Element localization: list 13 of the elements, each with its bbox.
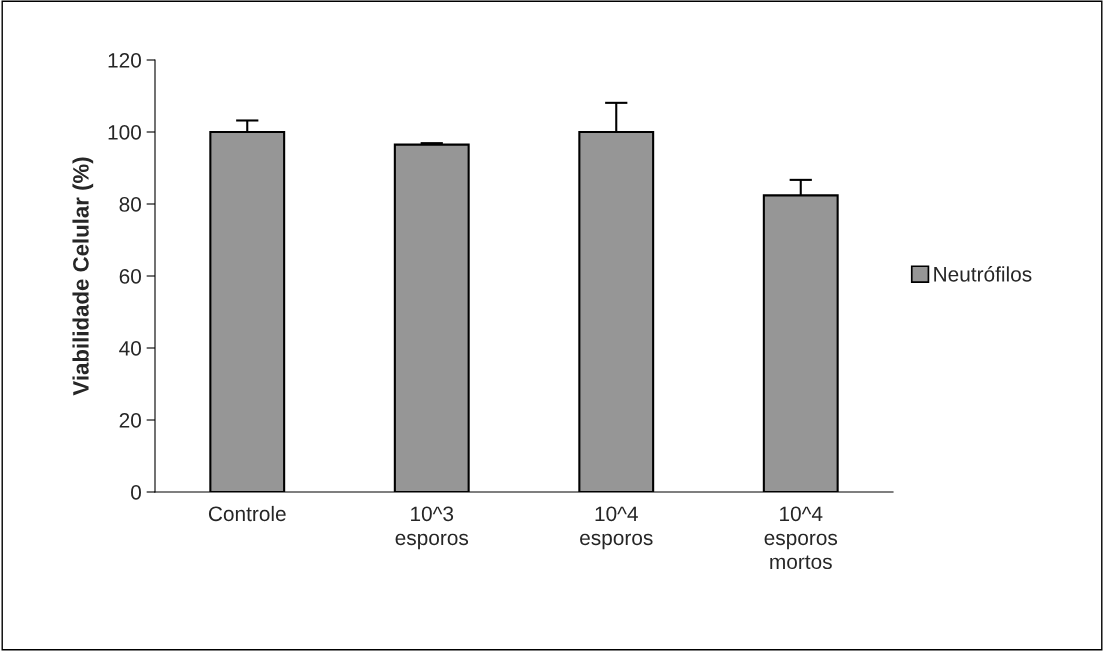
y-tick-label: 0 (131, 485, 141, 500)
y-tick-label: 40 (119, 341, 141, 356)
x-tick-label: 10^4 esporos mortos (764, 506, 838, 570)
y-axis-title: Viabilidade Celular (%) (72, 157, 94, 396)
legend-label: Neutrófilos (934, 266, 1032, 282)
y-tick-label: 20 (119, 413, 141, 428)
y-tick-label: 60 (119, 269, 141, 284)
x-tick-label: 10^3 esporos (395, 506, 469, 550)
y-tick-label: 100 (108, 125, 141, 140)
x-tick-label: Controle (208, 505, 286, 522)
x-tick-label: 10^4 esporos (580, 506, 653, 550)
y-tick-label: 120 (108, 53, 141, 68)
y-tick-label: 80 (119, 197, 141, 212)
